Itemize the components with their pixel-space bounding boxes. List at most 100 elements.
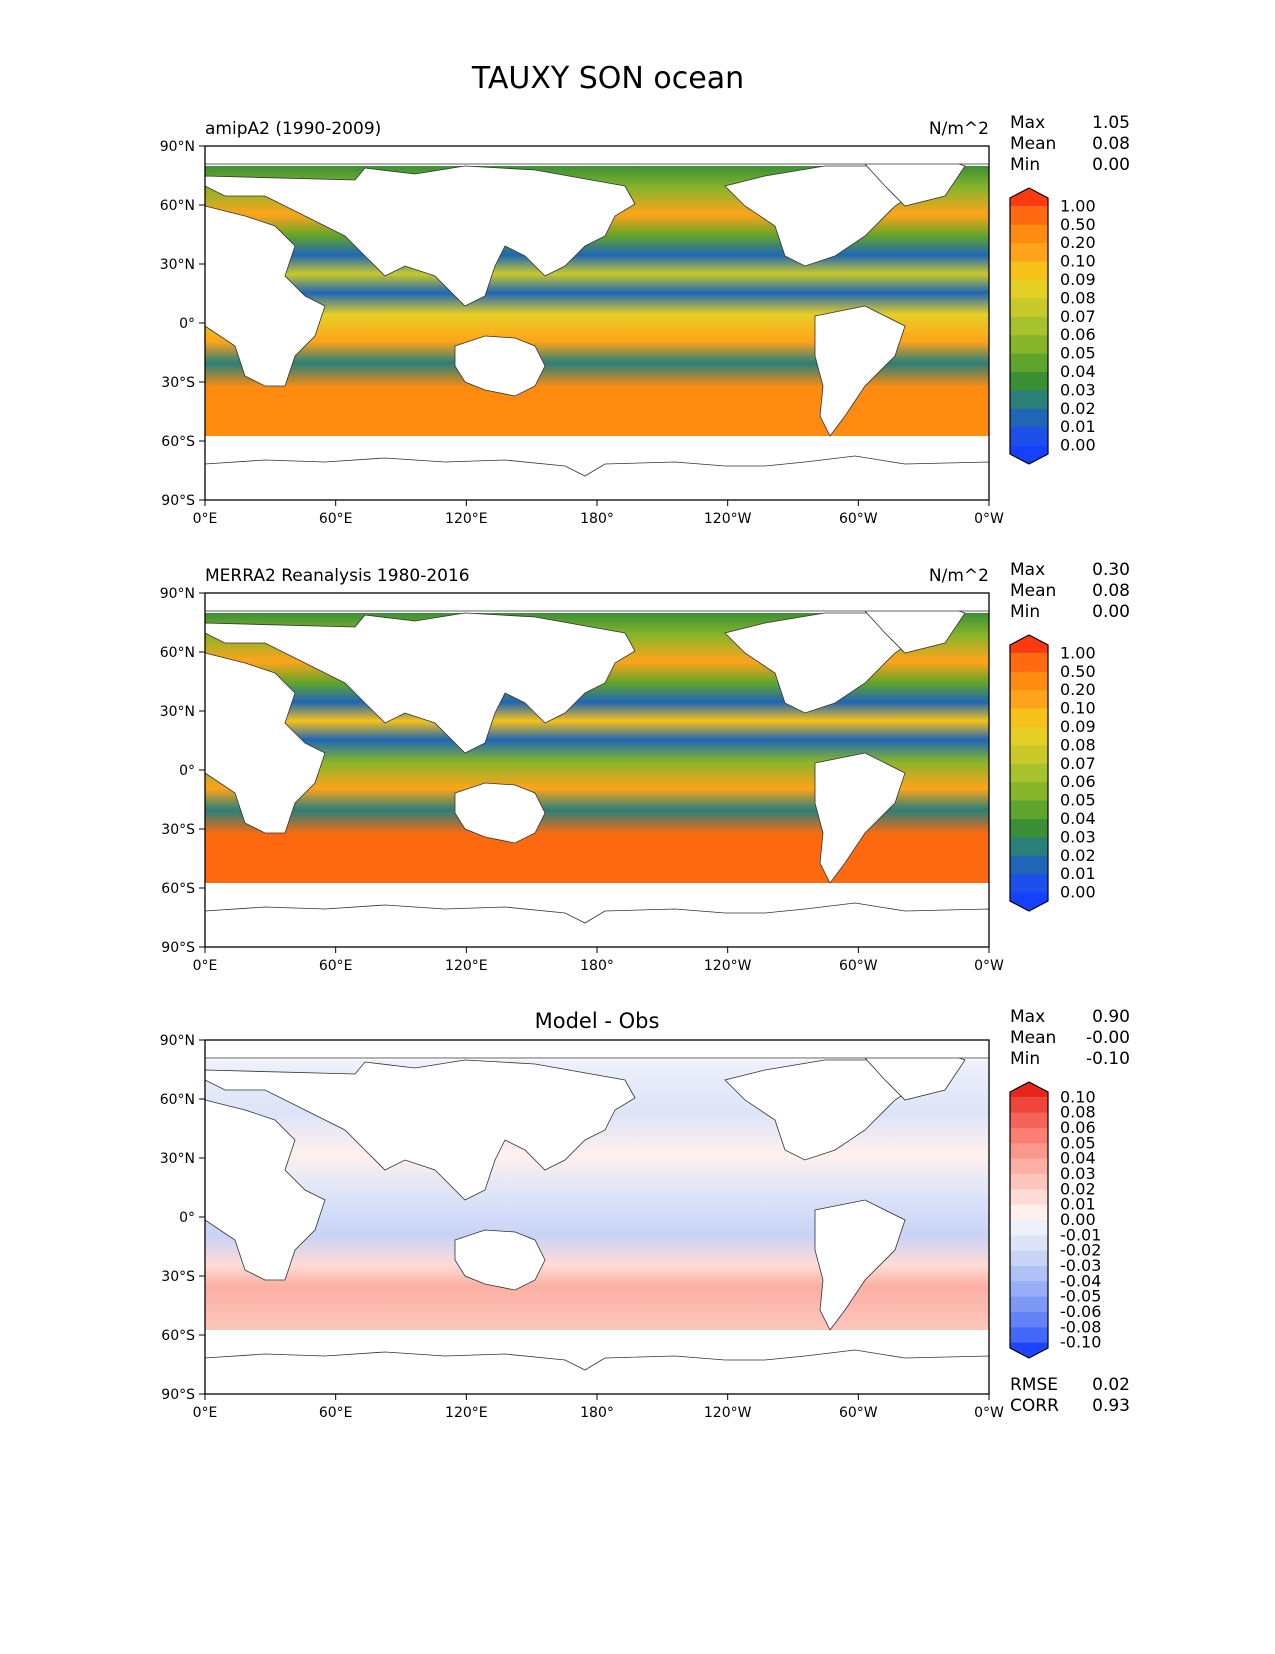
lat-tick-label: 30°N	[160, 1151, 195, 1167]
colorbar-swatch	[1010, 745, 1048, 765]
lat-tick-label: 60°N	[160, 645, 195, 661]
stat-label: Mean	[1010, 1028, 1056, 1048]
lon-tick-label: 0°W	[974, 958, 1004, 974]
colorbar-label: -0.02	[1060, 1241, 1101, 1260]
map-panel-2: 90°N 60°N 30°N 0° 30°S 60°S 90°S 0°E 60°E 120°E 18…	[160, 560, 1130, 974]
colorbar-label: 0.03	[1060, 380, 1096, 399]
colorbar-extend-bottom	[1010, 1342, 1048, 1358]
colorbar-swatch	[1010, 671, 1048, 691]
colorbar-label: 0.10	[1060, 1087, 1096, 1106]
lat-tick-label: 60°S	[161, 434, 195, 450]
colorbar-label: 0.10	[1060, 252, 1096, 271]
colorbar-label: 0.01	[1060, 1195, 1096, 1214]
lat-tick-label: 30°S	[161, 375, 195, 391]
colorbar-label: 1.00	[1060, 643, 1096, 662]
stat-value: 0.08	[1092, 581, 1130, 601]
colorbar-label: 0.04	[1060, 362, 1096, 381]
panel-left-title: MERRA2 Reanalysis 1980-2016	[205, 566, 470, 586]
colorbar-label: 0.04	[1060, 809, 1096, 828]
colorbar-label: 0.09	[1060, 717, 1096, 736]
lat-tick-label: 90°N	[160, 139, 195, 155]
colorbar-swatch	[1010, 298, 1048, 318]
colorbar-swatch	[1010, 1097, 1048, 1114]
map-panel-3: 90°N 60°N 30°N 0° 30°S 60°S 90°S 0°E 60°E 120°E 18…	[160, 1007, 1130, 1421]
colorbar-swatch	[1010, 206, 1048, 226]
colorbar-extend-bottom	[1010, 445, 1048, 464]
lat-tick-label: 90°S	[161, 940, 195, 956]
panel-center-title: Model - Obs	[535, 1009, 660, 1033]
colorbar-label: 0.01	[1060, 417, 1096, 436]
lon-tick-label: 60°E	[319, 958, 353, 974]
stat-label: Min	[1010, 1049, 1040, 1069]
lat-tick-label: 60°N	[160, 1092, 195, 1108]
lat-tick-label: 90°N	[160, 1033, 195, 1049]
colorbar-label: 0.05	[1060, 1133, 1096, 1152]
colorbar-extend-bottom	[1010, 892, 1048, 911]
colorbar-swatch	[1010, 874, 1048, 894]
colorbar-swatch	[1010, 335, 1048, 355]
lon-tick-label: 0°E	[193, 1405, 218, 1421]
lon-tick-label: 120°W	[704, 1405, 752, 1421]
lon-tick-label: 120°W	[704, 958, 752, 974]
stat-value: -0.10	[1086, 1049, 1130, 1069]
colorbar-swatch	[1010, 1312, 1048, 1328]
colorbar-label: 0.02	[1060, 1179, 1096, 1198]
colorbar-label: -0.03	[1060, 1256, 1101, 1275]
colorbar-swatch	[1010, 1296, 1048, 1313]
colorbar-label: 0.08	[1060, 288, 1096, 307]
stat-label: Max	[1010, 560, 1045, 580]
lat-tick-label: 90°N	[160, 586, 195, 602]
colorbar-outline	[1009, 634, 1049, 912]
colorbar-swatch	[1010, 243, 1048, 263]
lon-tick-label: 60°E	[319, 511, 353, 527]
colorbar-label: 0.00	[1060, 883, 1096, 902]
colorbar-label: 0.06	[1060, 1118, 1096, 1137]
colorbar-label: 0.07	[1060, 754, 1096, 773]
lat-tick-label: 30°N	[160, 704, 195, 720]
stat-value: 1.05	[1092, 113, 1130, 133]
panel-left-title: amipA2 (1990-2009)	[205, 119, 381, 139]
colorbar-label: 0.00	[1060, 436, 1096, 455]
colorbar-label: 0.50	[1060, 215, 1096, 234]
colorbar-swatch	[1010, 261, 1048, 281]
footer-stat-label: CORR	[1010, 1396, 1059, 1416]
colorbar-swatch	[1010, 1143, 1048, 1160]
stat-label: Min	[1010, 602, 1040, 622]
colorbar-label: 0.06	[1060, 772, 1096, 791]
colorbar-label: 0.03	[1060, 827, 1096, 846]
lat-tick-label: 0°	[179, 763, 195, 779]
lat-tick-label: 90°S	[161, 493, 195, 509]
colorbar: 0.100.080.060.050.040.030.020.010.00-0.0…	[1009, 1081, 1101, 1359]
lon-tick-label: 120°E	[445, 958, 488, 974]
panel-units: N/m^2	[929, 119, 989, 139]
colorbar-label: 0.05	[1060, 344, 1096, 363]
colorbar-swatch	[1010, 1327, 1048, 1344]
colorbar-label: 0.07	[1060, 307, 1096, 326]
lat-tick-label: 90°S	[161, 1387, 195, 1403]
lon-tick-label: 60°E	[319, 1405, 353, 1421]
colorbar-outline	[1009, 1081, 1049, 1359]
colorbar-extend-top	[1010, 1082, 1048, 1098]
stat-label: Max	[1010, 113, 1045, 133]
colorbar-swatch	[1010, 782, 1048, 802]
colorbar-label: 0.03	[1060, 1164, 1096, 1183]
lon-tick-label: 60°W	[839, 1405, 878, 1421]
colorbar-swatch	[1010, 1220, 1048, 1236]
colorbar-swatch	[1010, 855, 1048, 875]
colorbar-swatch	[1010, 837, 1048, 857]
colorbar-swatch	[1010, 408, 1048, 428]
lon-tick-label: 0°W	[974, 511, 1004, 527]
colorbar-swatch	[1010, 1112, 1048, 1129]
colorbar-swatch	[1010, 390, 1048, 410]
figure-title: TAUXY SON ocean	[471, 61, 744, 96]
lat-tick-label: 0°	[179, 1210, 195, 1226]
colorbar-swatch	[1010, 427, 1048, 447]
lon-tick-label: 0°E	[193, 511, 218, 527]
colorbar-swatch	[1010, 280, 1048, 299]
colorbar-swatch	[1010, 1174, 1048, 1190]
map-panel-1: 90°N 60°N 30°N 0° 30°S 60°S 90°S 0°E 60°E 120°E 18…	[160, 113, 1130, 527]
colorbar-swatch	[1010, 800, 1048, 820]
colorbar-label: 0.10	[1060, 699, 1096, 718]
stat-value: 0.08	[1092, 134, 1130, 154]
lat-tick-label: 60°S	[161, 881, 195, 897]
